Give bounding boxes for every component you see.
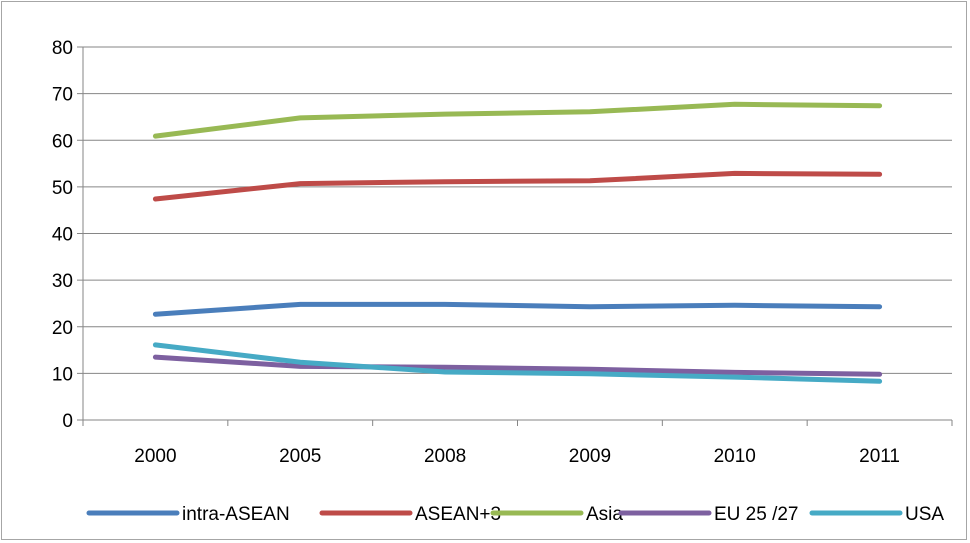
series-line-intra-asean (152, 301, 883, 317)
y-tick-label: 60 (52, 131, 73, 152)
series-lines (152, 101, 883, 384)
y-tick-label: 30 (52, 271, 73, 292)
y-tick-label: 20 (52, 318, 73, 339)
x-tick-label: 2010 (714, 446, 756, 467)
series-line-eu-25-27 (152, 354, 883, 377)
x-tick-label: 2008 (424, 446, 466, 467)
axes (77, 46, 953, 426)
x-axis-ticks: 2000 2005 2008 2009 2010 2011 (134, 446, 900, 467)
x-tick-label: 2005 (279, 446, 321, 467)
legend-label: USA (905, 504, 944, 525)
legend-label: intra-ASEAN (182, 504, 290, 525)
y-tick-label: 50 (52, 178, 73, 199)
y-tick-label: 0 (62, 411, 73, 432)
y-tick-label: 80 (52, 38, 73, 59)
legend-label: EU 25 /27 (714, 504, 799, 525)
series-line-asia (152, 101, 883, 139)
legend-label: Asia (586, 504, 623, 525)
gridlines (83, 46, 952, 374)
x-tick-label: 2009 (569, 446, 611, 467)
legend: intra-ASEAN ASEAN+3 Asia EU 25 /27 USA (86, 504, 944, 525)
y-axis-ticks: 0 10 20 30 40 50 60 70 80 (52, 38, 73, 432)
y-tick-label: 40 (52, 225, 73, 246)
series-line-asean-3 (152, 170, 883, 202)
y-tick-label: 10 (52, 364, 73, 385)
series-line-usa (152, 342, 883, 384)
x-tick-label: 2000 (134, 446, 176, 467)
legend-label: ASEAN+3 (415, 504, 501, 525)
x-tick-label: 2011 (859, 446, 900, 467)
y-tick-label: 70 (52, 85, 73, 106)
